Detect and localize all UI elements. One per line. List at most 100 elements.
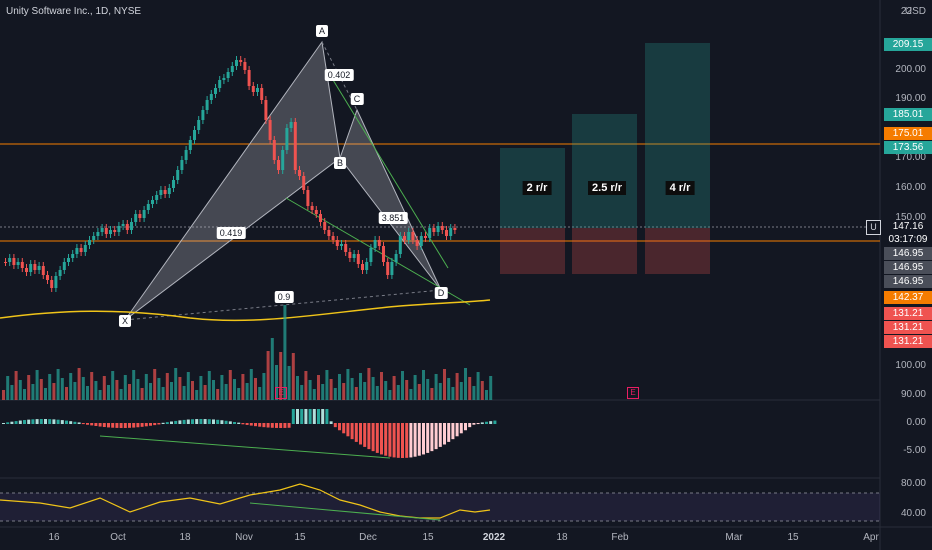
rr-profit-zone: [572, 114, 637, 228]
price-tick: 170.00: [895, 152, 926, 163]
volume-bar: [174, 368, 178, 400]
volume-bar: [438, 383, 442, 400]
candle: [394, 254, 398, 262]
candle: [319, 214, 322, 222]
candle: [407, 232, 411, 240]
candle: [33, 264, 37, 270]
candle: [344, 244, 348, 252]
candle: [176, 170, 180, 180]
macd-bar: [375, 423, 379, 453]
macd-bar: [94, 423, 98, 427]
macd-bar: [199, 419, 203, 424]
candle: [323, 222, 327, 230]
volume-bar: [455, 373, 459, 400]
ratio-label: 0.419: [216, 227, 246, 239]
candle: [197, 120, 201, 130]
earnings-marker[interactable]: E: [627, 387, 639, 399]
rr-profit-zone: [645, 43, 710, 228]
macd-bar: [426, 423, 430, 453]
candle: [327, 230, 331, 236]
macd-bar: [401, 423, 404, 458]
candle: [348, 252, 352, 258]
macd-bar: [65, 420, 68, 424]
volume-bar: [203, 385, 207, 400]
volume-bar: [144, 374, 148, 400]
macd-bar: [224, 420, 228, 424]
candle: [180, 160, 184, 170]
macd-bar: [451, 423, 455, 440]
candle: [251, 86, 255, 92]
macd-bar: [258, 423, 262, 427]
rsi-tick: 80.00: [900, 478, 926, 489]
candle: [4, 262, 7, 263]
volume-bar: [157, 378, 161, 400]
candle: [428, 228, 432, 238]
volume-bar: [342, 383, 346, 400]
candle: [302, 176, 306, 190]
candle: [331, 236, 335, 240]
volume-bar: [140, 388, 144, 400]
earnings-marker[interactable]: E: [275, 387, 287, 399]
macd-bar: [233, 421, 236, 424]
macd-bar: [430, 423, 434, 452]
volume-bar: [102, 376, 106, 400]
price-badge: 185.01: [884, 108, 932, 121]
volume-bar: [350, 378, 354, 400]
volume-bar: [94, 381, 98, 400]
volume-bar: [27, 375, 31, 400]
risk-reward-label: 4 r/r: [665, 181, 695, 195]
volume-bar: [485, 390, 488, 400]
macd-bar: [23, 420, 26, 424]
macd-bar: [438, 423, 442, 447]
volume-bar: [476, 372, 480, 400]
macd-bar: [249, 423, 253, 426]
candle: [109, 230, 112, 234]
price-badge: 147.16: [884, 220, 932, 233]
volume-bar: [363, 382, 367, 400]
volume-bar: [468, 377, 472, 400]
macd-bar: [329, 421, 333, 424]
volume-bar: [212, 380, 215, 400]
currency-label: USD: [904, 6, 926, 17]
macd-bar: [10, 421, 14, 424]
price-tick: 90.00: [900, 389, 926, 400]
macd-bar: [98, 423, 102, 427]
x-tick: 15: [422, 532, 434, 543]
candle: [184, 150, 188, 160]
candle: [209, 94, 213, 100]
candle: [71, 254, 75, 258]
candle: [403, 236, 406, 240]
macd-bar: [464, 423, 467, 431]
candle: [8, 258, 12, 262]
candle: [155, 195, 159, 200]
candle: [310, 206, 314, 210]
price-tick: 190.00: [895, 93, 926, 104]
volume-bar: [237, 388, 241, 400]
macd-bar: [44, 419, 47, 424]
volume-bar: [119, 389, 123, 400]
volume-bar: [405, 380, 409, 400]
macd-bar: [60, 420, 64, 424]
volume-bar: [2, 390, 5, 400]
candle: [142, 210, 146, 218]
macd-tick: -5.00: [903, 445, 926, 456]
volume-bar: [417, 384, 421, 400]
volume-bar: [422, 370, 425, 400]
volume-bar: [388, 390, 392, 400]
candle: [54, 276, 58, 288]
macd-bar: [300, 409, 304, 424]
macd-bar: [342, 423, 346, 434]
macd-bar: [413, 423, 417, 457]
rsi-divergence-line: [249, 502, 441, 521]
macd-bar: [443, 423, 446, 445]
rr-loss-zone: [572, 228, 637, 274]
volume-bar: [115, 380, 119, 400]
volume-bar: [182, 386, 186, 400]
volume-bar: [464, 368, 467, 400]
x-tick: 16: [48, 532, 60, 543]
macd-bar: [170, 421, 173, 424]
macd-bar: [304, 409, 308, 424]
macd-bar: [476, 423, 480, 425]
macd-tick: 0.00: [906, 417, 926, 428]
